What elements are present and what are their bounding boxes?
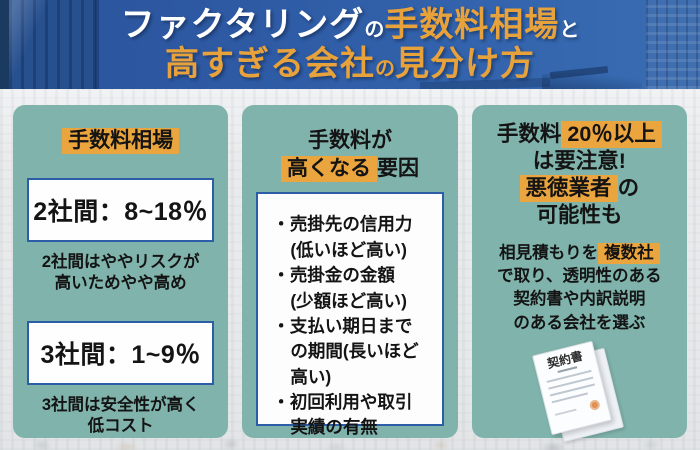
title-seg-fee-market: 手数料相場 — [384, 6, 560, 45]
contract-document-icon: 契約書 — [532, 340, 625, 443]
left-dark-building-strip — [0, 0, 9, 89]
warning-title-line4: 可能性も — [536, 202, 623, 227]
warning-body-highlight: 複数社 — [598, 242, 660, 264]
fee-factors-list: 売掛先の信用力 (低いほど高い) 売掛金の金額 (少額ほど高い) 支払い期日まで… — [272, 212, 435, 440]
fee-factors-title-line1: 手数料が — [307, 129, 392, 152]
three-party-note-line1: 3社間は安全性が高く — [41, 395, 200, 414]
title-seg-how-to-spot: 見分け方 — [395, 44, 535, 83]
three-party-note-line2: 低コスト — [87, 416, 154, 435]
warning-body-line4: のある会社を選ぶ — [513, 313, 646, 332]
warning-body-line1-pre: 相見積もりを — [499, 243, 599, 262]
three-party-note: 3社間は安全性が高く 低コスト — [21, 395, 220, 437]
factor-item-credit: 売掛先の信用力 (低いほど高い) — [272, 212, 435, 263]
page-title: ファクタリングの手数料相場と 高すぎる会社の見分け方 — [0, 0, 700, 89]
title-seg-factoring: ファクタリング — [120, 6, 365, 45]
contract-footer — [554, 399, 602, 420]
warning-body: 相見積もりを 複数社で取り、透明性のある 契約書や内訳説明 のある会社を選ぶ — [476, 242, 683, 336]
warning-body-line2: で取り、透明性のある — [497, 266, 662, 285]
card-fee-market: 手数料相場 2社間：8~18％ 2社間はややリスクが 高いためやや高め 3社間：1… — [13, 105, 229, 438]
title-seg-no1: の — [364, 19, 385, 42]
card-row: 手数料相場 2社間：8~18％ 2社間はややリスクが 高いためやや高め 3社間：1… — [13, 105, 687, 443]
fee-market-title-highlight: 手数料相場 — [62, 128, 180, 154]
warning-title-line3-post: の — [617, 175, 640, 200]
two-party-rate-box: 2社間：8~18％ — [27, 177, 215, 242]
fee-factors-title-highlight: 高くなる — [280, 155, 377, 182]
two-party-note-line1: 2社間はややリスクが — [41, 252, 200, 271]
building-edge-shadow — [95, 0, 99, 89]
warning-title: 手数料 20％以上 は要注意! 悪徳業者の可能性も — [478, 121, 681, 229]
factor-item-amount: 売掛金の金額 (少額ほど高い) — [272, 263, 435, 314]
warning-body-line3: 契約書や内訳説明 — [513, 290, 646, 309]
factor-item-history: 初回利用や取引 実績の有無 — [272, 390, 435, 441]
two-party-note-line2: 高いためやや高め — [54, 273, 187, 292]
factor-item-term: 支払い期日まで の期間(長いほど 高い) — [272, 314, 435, 390]
left-building-silhouette — [9, 0, 97, 89]
three-party-rate-box: 3社間：1~9％ — [27, 320, 215, 385]
warning-title-line2: は要注意! — [532, 148, 626, 173]
fee-factors-title-rest: 要因 — [376, 156, 419, 180]
warning-title-scam-highlight: 悪徳業者 — [519, 174, 618, 202]
fee-factors-title: 手数料が高くなる 要因 — [254, 127, 445, 182]
card-warning: 手数料 20％以上 は要注意! 悪徳業者の可能性も 相見積もりを 複数社で取り、透明性の… — [471, 105, 687, 443]
fee-market-title: 手数料相場 — [25, 127, 216, 155]
contract-text-line — [546, 370, 592, 384]
two-party-note: 2社間はややリスクが 高いためやや高め — [21, 252, 220, 294]
warning-title-rate-highlight: 20％以上 — [561, 121, 662, 148]
title-seg-to: と — [559, 19, 580, 42]
title-line-1: ファクタリングの手数料相場と — [121, 6, 580, 44]
seal-icon — [589, 399, 602, 412]
contract-signature-line — [555, 408, 577, 417]
title-seg-too-expensive: 高すぎる会社 — [165, 44, 375, 83]
title-seg-no2: の — [375, 57, 395, 80]
right-building-silhouette — [646, 0, 700, 89]
header-banner: ファクタリングの手数料相場と 高すぎる会社の見分け方 — [0, 0, 700, 89]
title-line-2: 高すぎる会社の見分け方 — [165, 45, 535, 83]
warning-title-pre: 手数料 — [496, 122, 562, 146]
fee-factors-box: 売掛先の信用力 (低いほど高い) 売掛金の金額 (少額ほど高い) 支払い期日まで… — [256, 192, 444, 437]
